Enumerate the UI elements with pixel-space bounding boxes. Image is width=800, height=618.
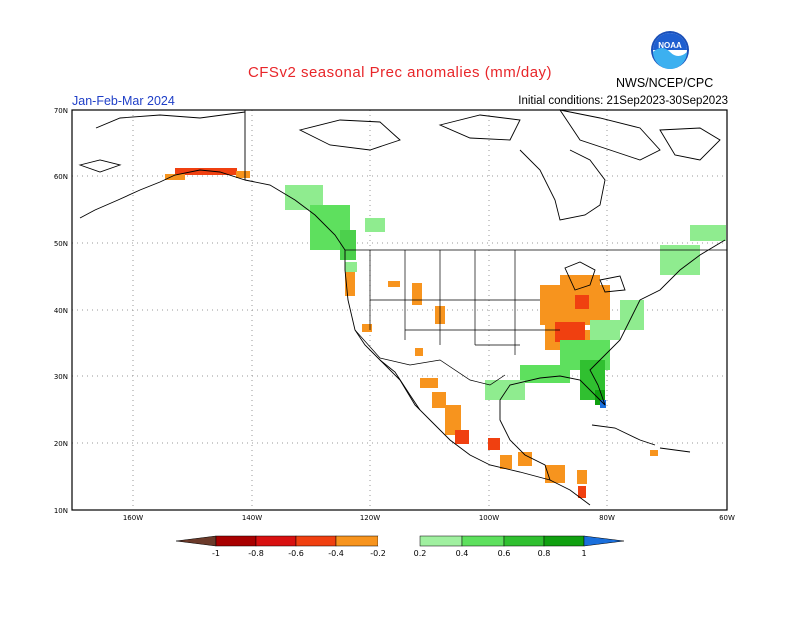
colorbar-label: -0.2: [370, 549, 386, 558]
colorbar-label: -0.8: [248, 549, 264, 558]
lon-label: 140W: [242, 514, 262, 522]
lat-label: 50N: [54, 240, 68, 248]
lat-label: 70N: [54, 107, 68, 115]
colorbar-label: -0.6: [288, 549, 304, 558]
colorbar: [175, 535, 625, 547]
noaa-logo: NOAA: [650, 30, 690, 70]
season-label: Jan-Feb-Mar 2024: [72, 94, 175, 108]
lat-label: 10N: [54, 507, 68, 515]
lon-label: 60W: [719, 514, 735, 522]
lon-label: 80W: [599, 514, 615, 522]
lon-label: 100W: [479, 514, 499, 522]
map-border: [71, 109, 728, 511]
lat-label: 20N: [54, 440, 68, 448]
lon-label: 160W: [123, 514, 143, 522]
latitude-labels: 70N 60N 50N 40N 30N 20N 10N: [54, 107, 68, 515]
colorbar-label: 0.4: [456, 549, 469, 558]
agency-label: NWS/NCEP/CPC: [616, 76, 714, 90]
colorbar-label: -1: [212, 549, 220, 558]
initial-conditions-label: Initial conditions: 21Sep2023-30Sep2023: [518, 95, 728, 107]
colorbar-label: 0.8: [538, 549, 551, 558]
lat-label: 60N: [54, 173, 68, 181]
political-borders: [345, 249, 727, 386]
coastlines: [78, 109, 726, 506]
colorbar-label: 0.6: [498, 549, 511, 558]
lat-label: 30N: [54, 373, 68, 381]
colorbar-label: 0.2: [414, 549, 427, 558]
map-title: CFSv2 seasonal Prec anomalies (mm/day): [247, 64, 553, 81]
logo-text: NOAA: [658, 41, 682, 50]
lon-label: 120W: [360, 514, 380, 522]
colorbar-low-triangle: [175, 535, 217, 547]
colorbar-label: 1: [581, 549, 586, 558]
colorbar-high-triangle: [583, 535, 625, 547]
longitude-labels: 160W 140W 120W 100W 80W 60W: [123, 514, 735, 522]
colorbar-labels: -1 -0.8 -0.6 -0.4 -0.2 0.2 0.4 0.6 0.8 1: [212, 549, 587, 558]
anomaly-patches: [165, 168, 726, 498]
lat-label: 40N: [54, 307, 68, 315]
colorbar-label: -0.4: [328, 549, 344, 558]
